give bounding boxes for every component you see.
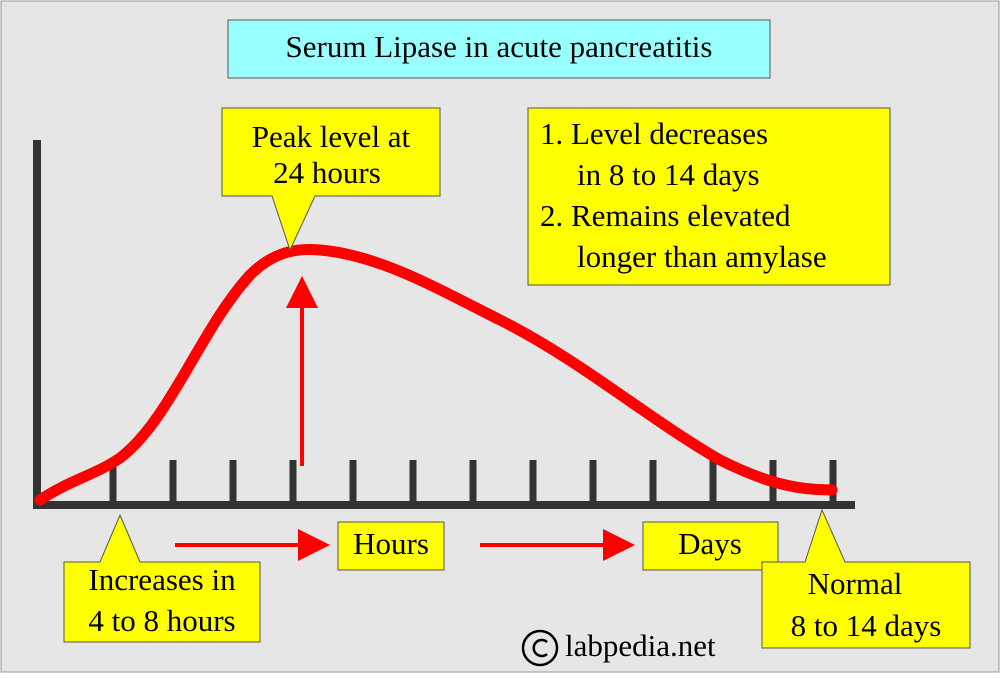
ticks [109,460,837,505]
lipase-curve [34,243,838,506]
note-line: longer than amylase [577,239,827,274]
normal-callout [761,508,971,649]
hours-label: Hours [353,526,429,561]
increase-text: Increases in [88,562,236,597]
note-line: 1. Level decreases [540,116,768,151]
days-box [642,521,779,571]
days-label: Days [678,526,742,561]
copyright: labpedia.net [565,628,716,663]
note-line: in 8 to 14 days [577,157,760,192]
title-box [227,19,771,79]
increase-text: 4 to 8 hours [88,603,235,638]
peak-callout [221,107,441,252]
hours-box [337,521,445,571]
normal-text: 8 to 14 days [791,608,942,643]
title: Serum Lipase in acute pancreatitis [286,29,713,64]
copyright-icon [521,629,559,667]
note-line: 2. Remains elevated [540,198,791,233]
peak-text: Peak level at [252,119,411,154]
peak-text: 24 hours [273,155,381,190]
normal-text: Normal [808,566,903,601]
notes-box [527,107,891,286]
copyright-icon [532,638,548,658]
increase-callout [63,513,261,643]
